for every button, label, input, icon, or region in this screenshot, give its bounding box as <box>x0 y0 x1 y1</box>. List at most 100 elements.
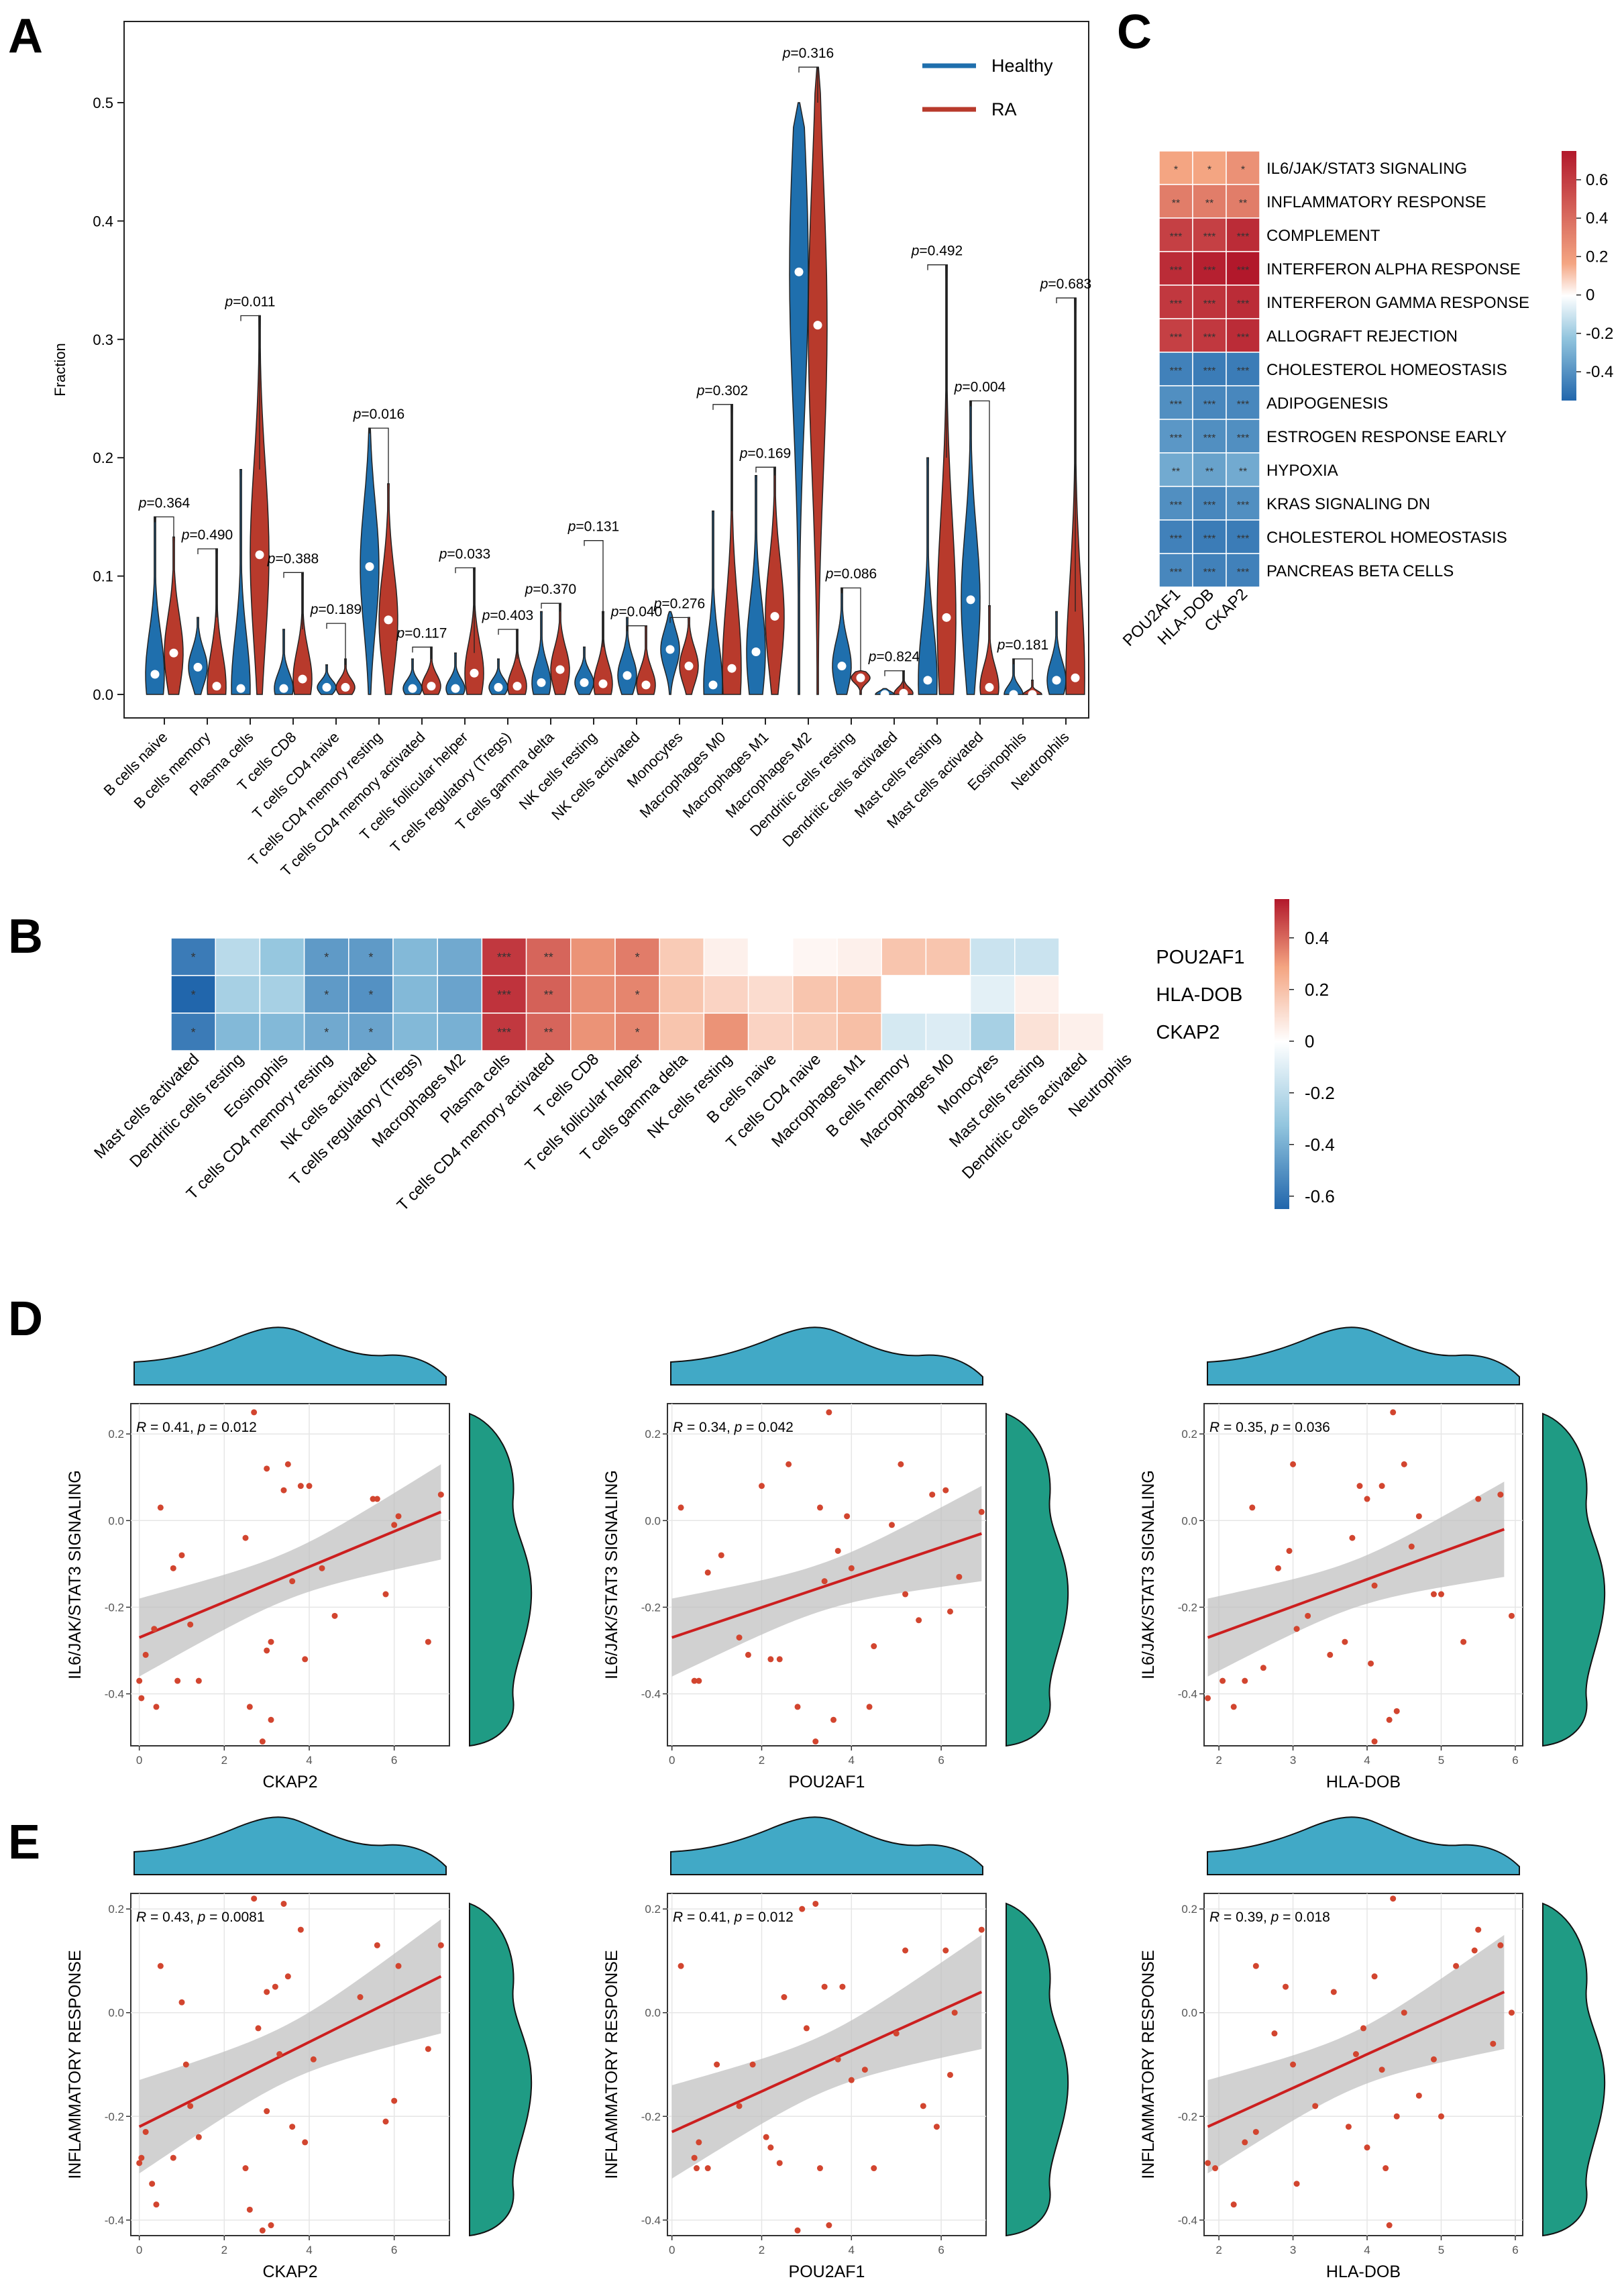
data-point <box>1290 1461 1297 1467</box>
violin-healthy <box>317 664 337 695</box>
violin-healthy-median <box>880 690 889 699</box>
data-point <box>242 2165 249 2172</box>
heatmap-cell <box>1226 452 1260 487</box>
data-point <box>871 1643 877 1650</box>
data-point <box>816 1504 823 1511</box>
data-point <box>268 2222 274 2229</box>
data-point <box>889 1522 896 1528</box>
data-point <box>902 1591 909 1598</box>
significance-stars: ** <box>1205 198 1213 209</box>
y-tick-label: 0.0 <box>108 1514 124 1527</box>
data-point <box>1293 1626 1300 1632</box>
data-point <box>255 2025 262 2032</box>
p-value-label: p=0.388 <box>267 551 319 566</box>
data-point <box>898 1461 904 1467</box>
y-axis-label: IL6/JAK/STAT3 SIGNALING <box>1139 1470 1158 1679</box>
data-point <box>678 1963 684 1969</box>
data-point <box>848 1565 855 1571</box>
significance-stars: * <box>368 951 373 964</box>
significance-stars: *** <box>1170 299 1183 310</box>
significance-stars: *** <box>1170 533 1183 545</box>
data-point <box>297 1926 304 1933</box>
row-label: CHOLESTEROL HOMEOSTASIS <box>1266 361 1507 379</box>
y-tick-label: -0.2 <box>641 2110 661 2123</box>
y-tick-label: -0.4 <box>1178 1688 1197 1701</box>
data-point <box>1508 1612 1515 1619</box>
heatmap-cell <box>215 1012 261 1051</box>
data-point <box>1312 2103 1319 2109</box>
data-point <box>1430 2056 1437 2063</box>
violin-healthy <box>445 652 466 695</box>
data-point <box>942 1947 949 1954</box>
violin-ra-median <box>298 674 307 684</box>
data-point <box>246 1704 253 1710</box>
violin-healthy-median <box>665 645 675 654</box>
violin-healthy <box>360 427 380 695</box>
marginal-density-right <box>1006 1902 1069 2237</box>
regression-line <box>671 1990 983 2134</box>
y-tick-label: 0.2 <box>108 1428 124 1441</box>
data-point <box>834 1547 841 1554</box>
heatmap-cell <box>836 1012 882 1051</box>
significance-stars: ** <box>1239 466 1247 478</box>
x-tick-label: 4 <box>306 1754 312 1767</box>
heatmap-cell <box>1192 385 1227 420</box>
data-point <box>946 2071 953 2078</box>
data-point <box>264 2108 270 2115</box>
data-point <box>289 1578 296 1585</box>
significance-bracket <box>412 646 432 660</box>
heatmap-cell <box>925 937 971 976</box>
violin-ra-median <box>341 682 350 692</box>
marginal-density-right <box>1006 1412 1069 1747</box>
data-point <box>297 1483 304 1490</box>
y-tick-label: 0.1 <box>93 568 113 585</box>
significance-stars: *** <box>1170 332 1183 344</box>
heatmap-cell <box>437 975 483 1014</box>
y-tick-label: 0.2 <box>645 1428 661 1441</box>
significance-stars: * <box>191 951 196 964</box>
significance-bracket <box>841 587 861 671</box>
violin-healthy-median <box>837 662 847 671</box>
data-point <box>331 1612 338 1619</box>
colorbar-tick-label: 0.2 <box>1305 980 1329 1000</box>
data-point <box>718 1552 724 1559</box>
data-point <box>1430 1591 1437 1598</box>
heatmap-cell <box>1158 251 1193 286</box>
data-point <box>1327 1651 1334 1658</box>
data-point <box>138 2154 145 2161</box>
significance-stars: * <box>191 988 196 1002</box>
data-point <box>1386 1716 1393 1723</box>
violin-ra-median <box>555 665 565 674</box>
panel-e-scatter-plots: 0 2 4 6 0.2 0.0 -0.2 -0.4 CKAP2 INFLAMMATORY RESP… <box>66 1816 1606 2281</box>
heatmap-cell <box>1158 553 1193 588</box>
regression-line <box>1207 1528 1505 1639</box>
data-point <box>142 1651 149 1658</box>
significance-stars: * <box>635 1026 640 1039</box>
colorbar-tick-label: 0 <box>1586 286 1594 305</box>
data-point <box>691 2154 698 2161</box>
data-point <box>1415 1513 1422 1520</box>
violin-healthy <box>746 474 766 695</box>
data-point <box>370 1496 376 1502</box>
data-point <box>310 2056 317 2063</box>
y-tick-label: 0.0 <box>108 2007 124 2020</box>
colorbar <box>1275 899 1289 1209</box>
data-point <box>736 1634 743 1641</box>
violin-ra-median <box>212 682 221 691</box>
heatmap-cell <box>1192 150 1227 185</box>
data-point <box>1242 1677 1248 1684</box>
heatmap-cell <box>659 1012 705 1051</box>
heatmap-cell <box>1158 519 1193 554</box>
data-point <box>776 2160 783 2167</box>
data-point <box>289 2124 296 2130</box>
x-axis-label: CKAP2 <box>263 1773 318 1791</box>
y-tick-label: 0.2 <box>1181 1428 1197 1441</box>
significance-stars: *** <box>1237 332 1250 344</box>
x-tick-label: 3 <box>1290 2244 1296 2256</box>
data-point <box>178 1999 185 2005</box>
colorbar-tick-label: -0.4 <box>1586 363 1613 381</box>
data-point <box>187 1621 194 1628</box>
regression-line <box>671 1532 982 1639</box>
p-value-label: p=0.033 <box>439 546 491 562</box>
data-point <box>1393 2113 1400 2120</box>
